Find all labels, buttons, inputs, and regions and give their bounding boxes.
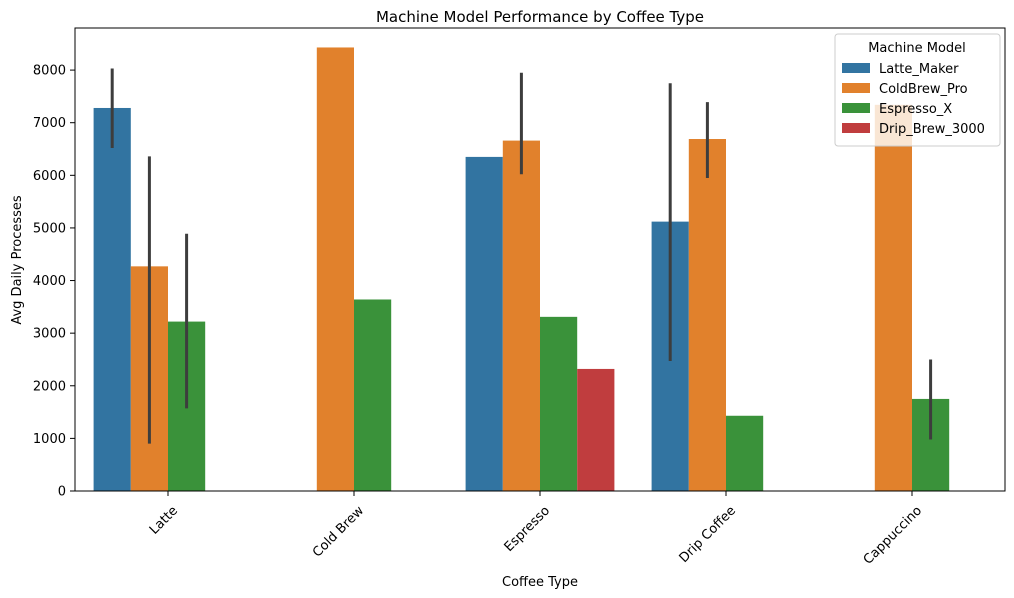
y-tick-label: 0 bbox=[58, 485, 66, 500]
legend-items: Latte_Maker ColdBrew_Pro Espresso_X Drip_Br… bbox=[842, 62, 985, 137]
bar-Latte_Maker-latte bbox=[93, 107, 131, 492]
x-tick-label: Cold Brew bbox=[310, 503, 367, 560]
bar-Latte_Maker-espresso bbox=[465, 156, 503, 491]
x-tick-label: Latte bbox=[147, 503, 181, 537]
y-tick-label: 7000 bbox=[33, 116, 66, 131]
y-axis-title: Avg Daily Processes bbox=[10, 195, 25, 325]
legend-label: Drip_Brew_3000 bbox=[879, 122, 985, 137]
x-axis: Latte Cold Brew Espresso Drip Coffee Cappucc… bbox=[147, 491, 925, 568]
x-tick-label: Drip Coffee bbox=[677, 503, 739, 565]
y-tick-label: 4000 bbox=[33, 274, 66, 289]
legend: Machine Model Latte_Maker ColdBrew_Pro Esp… bbox=[834, 33, 1001, 147]
legend-label: Latte_Maker bbox=[879, 62, 959, 77]
y-tick-label: 5000 bbox=[33, 221, 66, 236]
legend-swatch bbox=[842, 123, 870, 133]
legend-swatch bbox=[842, 83, 870, 93]
y-tick-label: 1000 bbox=[33, 432, 66, 447]
bar-Espresso_X-espresso bbox=[540, 316, 578, 491]
bar-ColdBrew_Pro-cappuccino bbox=[874, 104, 912, 491]
error-bars-layer bbox=[110, 68, 933, 444]
y-tick-label: 6000 bbox=[33, 169, 66, 184]
x-tick-label: Cappuccino bbox=[861, 503, 925, 567]
bar-Espresso_X-cold-brew bbox=[354, 299, 392, 491]
x-tick-label: Espresso bbox=[502, 503, 554, 555]
y-tick-label: 3000 bbox=[33, 327, 66, 342]
x-axis-title: Coffee Type bbox=[502, 575, 578, 590]
bar-ColdBrew_Pro-drip-coffee bbox=[688, 139, 726, 491]
bar-ColdBrew_Pro-espresso bbox=[502, 140, 540, 491]
legend-label: Espresso_X bbox=[879, 102, 952, 117]
y-tick-label: 2000 bbox=[33, 379, 66, 394]
bar-ColdBrew_Pro-cold-brew bbox=[316, 47, 354, 492]
y-axis: 0 1000 2000 3000 4000 5000 6000 7000 8000 bbox=[33, 64, 75, 500]
legend-label: ColdBrew_Pro bbox=[879, 82, 968, 97]
y-tick-label: 8000 bbox=[33, 64, 66, 79]
bar-Drip_Brew_3000-espresso bbox=[577, 368, 615, 491]
legend-box bbox=[834, 33, 1001, 147]
chart-title: Machine Model Performance by Coffee Type bbox=[376, 8, 704, 26]
bar-Espresso_X-drip-coffee bbox=[726, 415, 764, 491]
legend-swatch bbox=[842, 63, 870, 73]
bars-layer bbox=[93, 47, 950, 492]
legend-swatch bbox=[842, 103, 870, 113]
legend-title: Machine Model bbox=[868, 41, 966, 56]
